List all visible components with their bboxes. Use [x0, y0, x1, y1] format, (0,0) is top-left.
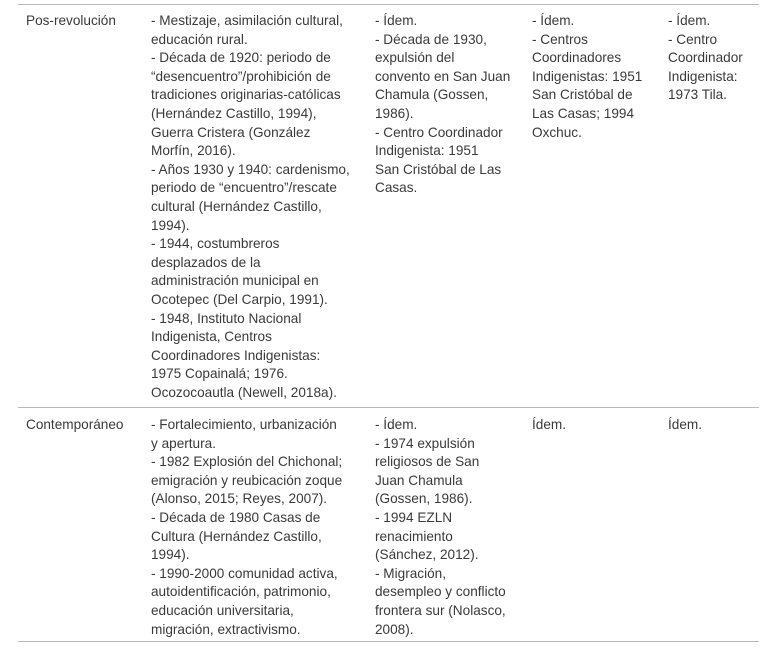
cell-text-line: Indigenista: — [668, 68, 738, 84]
cell-text-line: Chamula (Gossen, — [375, 87, 489, 103]
bottom-rule — [18, 641, 759, 642]
col1-cell: - Fortalecimiento, urbanización y apertur… — [151, 416, 342, 639]
cell-text-line: renacimiento — [375, 528, 453, 544]
cell-text-line: y apertura. — [151, 435, 216, 451]
cell-text-line: Morfín, 2016). — [151, 143, 236, 159]
cell-text-line: expulsión del — [375, 50, 455, 66]
cell-text-line: - Años 1930 y 1940: cardenismo, — [151, 161, 350, 177]
col4-cell: Ídem. — [668, 416, 702, 435]
cell-text-line: - Fortalecimiento, urbanización — [151, 417, 337, 432]
cell-text-line: educación universitaria, — [151, 602, 294, 618]
cell-text-line: 2008). — [375, 621, 414, 637]
cell-text-line: (Hernández Castillo, 1994), — [151, 105, 317, 121]
period-cell: Contemporáneo — [26, 416, 124, 435]
cell-text-line: Ocotepec (Del Carpio, 1991). — [151, 291, 328, 307]
cell-text-line: San Cristóbal de — [532, 87, 633, 103]
cell-text-line: - Migración, — [375, 565, 447, 581]
cell-text-line: autoidentificación, patrimonio, — [151, 584, 331, 600]
cell-text-line: tradiciones originarias-católicas — [151, 87, 341, 103]
cell-text-line: Coordinador — [668, 50, 743, 66]
cell-text-line: Indigenista, Centros — [151, 329, 272, 345]
cell-text-line: periodo de “encuentro”/rescate — [151, 180, 337, 196]
period-cell: Pos-revolución — [26, 12, 116, 31]
cell-text-line: 1986). — [375, 105, 414, 121]
cell-text-line: Indigenista: 1951 — [375, 143, 479, 159]
cell-text-line: - Década de 1980 Casas de — [151, 509, 321, 525]
cell-text-line: - Ídem. — [375, 13, 418, 28]
cell-text-line: emigración y reubicación zoque — [151, 472, 343, 488]
cell-text-line: religiosos de San — [375, 454, 480, 470]
cell-text-line: Guerra Cristera (González — [151, 124, 311, 140]
cell-text-line: (Alonso, 2015; Reyes, 2007). — [151, 491, 328, 507]
cell-text-line: - Centro Coordinador — [375, 124, 503, 140]
cell-text-line: - 1944, costumbreros — [151, 236, 280, 252]
cell-text-line: Casas. — [375, 180, 418, 196]
cell-text-line: cultural (Hernández Castillo, — [151, 198, 322, 214]
row-divider — [18, 407, 759, 408]
period-label: Contemporáneo — [26, 417, 124, 432]
cell-text-line: Coordinadores Indigenistas: — [151, 347, 321, 363]
cell-text-line: Ídem. — [532, 417, 566, 432]
cell-text-line: 1973 Tila. — [668, 87, 727, 103]
cell-text-line: - Década de 1920: periodo de — [151, 50, 331, 66]
col2-cell: - Ídem. - 1974 expulsión religiosos de San… — [375, 416, 506, 639]
cell-text-line: - Ídem. — [532, 13, 575, 28]
col3-cell: Ídem. — [532, 416, 566, 435]
cell-text-line: Las Casas; 1994 — [532, 105, 635, 121]
cell-text-line: - 1990-2000 comunidad activa, — [151, 565, 338, 581]
cell-text-line: - 1994 EZLN — [375, 509, 453, 525]
cell-text-line: 1975 Copainalá; 1976. — [151, 366, 288, 382]
cell-text-line: Ídem. — [668, 417, 702, 432]
col2-cell: - Ídem. - Década de 1930, expulsión del con… — [375, 12, 510, 198]
cell-text-line: frontera sur (Nolasco, — [375, 602, 506, 618]
cell-text-line: (Gossen, 1986). — [375, 491, 473, 507]
cell-text-line: - 1982 Explosión del Chichonal; — [151, 454, 343, 470]
cell-text-line: “desencuentro”/prohibición de — [151, 68, 331, 84]
cell-text-line: - Centros — [532, 31, 588, 47]
cell-text-line: desempleo y conflicto — [375, 584, 506, 600]
cell-text-line: administración municipal en — [151, 273, 319, 289]
cell-text-line: - Década de 1930, — [375, 31, 487, 47]
cell-text-line: San Cristóbal de Las — [375, 161, 502, 177]
cell-text-line: desplazados de la — [151, 254, 261, 270]
cell-text-line: Coordinadores — [532, 50, 622, 66]
cell-text-line: Oxchuc. — [532, 124, 582, 140]
top-rule — [18, 4, 759, 5]
cell-text-line: - 1974 expulsión — [375, 435, 475, 451]
cell-text-line: convento en San Juan — [375, 68, 511, 84]
col4-cell: - Ídem. - Centro Coordinador Indigenista: 19… — [668, 12, 743, 105]
col1-cell: - Mestizaje, asimilación cultural, educac… — [151, 12, 350, 402]
cell-text-line: - Mestizaje, asimilación cultural, — [151, 13, 343, 28]
cell-text-line: 1994). — [151, 547, 190, 563]
cell-text-line: Juan Chamula — [375, 472, 463, 488]
cell-text-line: Indigenistas: 1951 — [532, 68, 643, 84]
cell-text-line: educación rural. — [151, 31, 248, 47]
cell-text-line: Cultura (Hernández Castillo, — [151, 528, 322, 544]
cell-text-line: - Ídem. — [375, 417, 418, 432]
col3-cell: - Ídem. - Centros Coordinadores Indigenista… — [532, 12, 642, 142]
cell-text-line: 1994). — [151, 217, 190, 233]
cell-text-line: Ocozocoautla (Newell, 2018a). — [151, 384, 337, 400]
period-label: Pos-revolución — [26, 13, 116, 28]
cell-text-line: (Sánchez, 2012). — [375, 547, 479, 563]
cell-text-line: - 1948, Instituto Nacional — [151, 310, 302, 326]
cell-text-line: - Centro — [668, 31, 718, 47]
cell-text-line: migración, extractivismo. — [151, 621, 301, 637]
cell-text-line: - Ídem. — [668, 13, 711, 28]
